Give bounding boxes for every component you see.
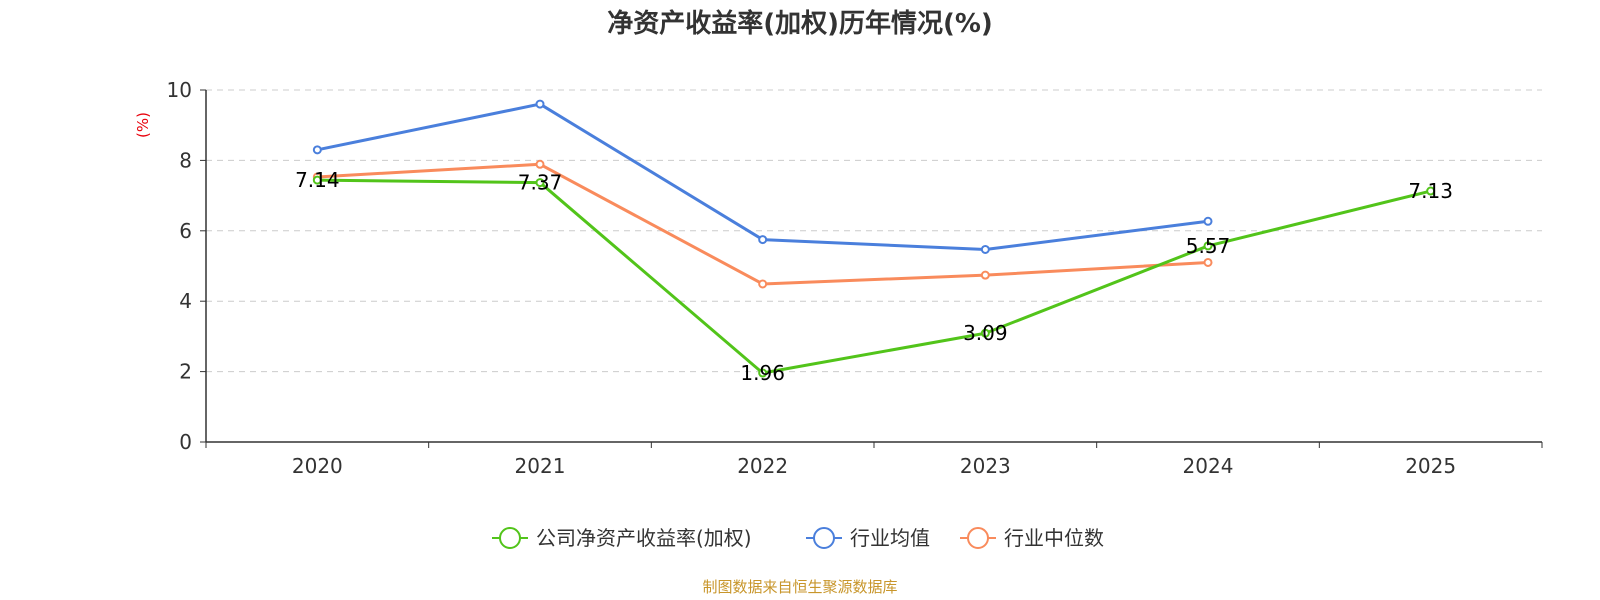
- data-point: [535, 178, 545, 188]
- data-point: [980, 270, 990, 280]
- y-tick-label: 10: [167, 78, 192, 102]
- source-note: 制图数据来自恒生聚源数据库: [702, 578, 897, 596]
- data-point: [535, 99, 545, 109]
- legend-marker: [813, 527, 835, 549]
- chart-title: 净资产收益率(加权)历年情况(%): [607, 8, 993, 39]
- data-point: [1203, 257, 1213, 267]
- data-label: 7.13: [1408, 179, 1453, 203]
- data-point: [980, 244, 990, 254]
- data-point: [980, 328, 990, 338]
- data-point: [1203, 216, 1213, 226]
- data-point: [758, 279, 768, 289]
- y-axis-label: (%): [134, 112, 152, 138]
- grid-lines: [206, 89, 1542, 373]
- data-point: [1203, 241, 1213, 251]
- data-label: 1.96: [740, 361, 785, 385]
- x-tick-label: 2023: [960, 454, 1011, 478]
- y-tick-label: 4: [179, 289, 192, 313]
- axes: 0 2 4 6 8 10 2020 2021 2022 2023 2024 2025: [167, 78, 1543, 478]
- x-tick-label: 2025: [1405, 454, 1456, 478]
- series-line-1: [317, 102, 1209, 251]
- data-label: 3.09: [963, 321, 1008, 345]
- legend-label: 公司净资产收益率(加权): [536, 526, 752, 550]
- x-tick-label: 2021: [515, 454, 566, 478]
- data-point: [312, 175, 322, 185]
- legend-item-0[interactable]: 公司净资产收益率(加权): [492, 526, 752, 550]
- legend-marker: [499, 527, 521, 549]
- y-tick-label: 2: [179, 360, 192, 384]
- legend[interactable]: 公司净资产收益率(加权) 行业均值 行业中位数: [492, 526, 1104, 550]
- data-point: [758, 368, 768, 378]
- series-line-0: [317, 178, 1432, 375]
- data-label: 7.14: [295, 168, 340, 192]
- x-tick-label: 2022: [737, 454, 788, 478]
- legend-label: 行业中位数: [1004, 526, 1104, 550]
- legend-item-1[interactable]: 行业均值: [806, 526, 930, 550]
- y-tick-label: 0: [179, 430, 192, 454]
- data-point: [535, 159, 545, 169]
- data-labels: 7.14 7.37 1.96 3.09 5.57 7.13: [295, 168, 1453, 385]
- x-tick-label: 2024: [1183, 454, 1234, 478]
- data-point: [312, 145, 322, 155]
- series-group: [312, 99, 1436, 378]
- legend-label: 行业均值: [850, 526, 930, 550]
- x-tick-label: 2020: [292, 454, 343, 478]
- data-point: [1426, 186, 1436, 196]
- data-label: 5.57: [1186, 234, 1231, 258]
- y-tick-label: 8: [179, 148, 192, 172]
- data-label: 7.37: [518, 171, 563, 195]
- y-tick-label: 6: [179, 219, 192, 243]
- legend-marker: [967, 527, 989, 549]
- legend-item-2[interactable]: 行业中位数: [960, 526, 1104, 550]
- data-point: [758, 235, 768, 245]
